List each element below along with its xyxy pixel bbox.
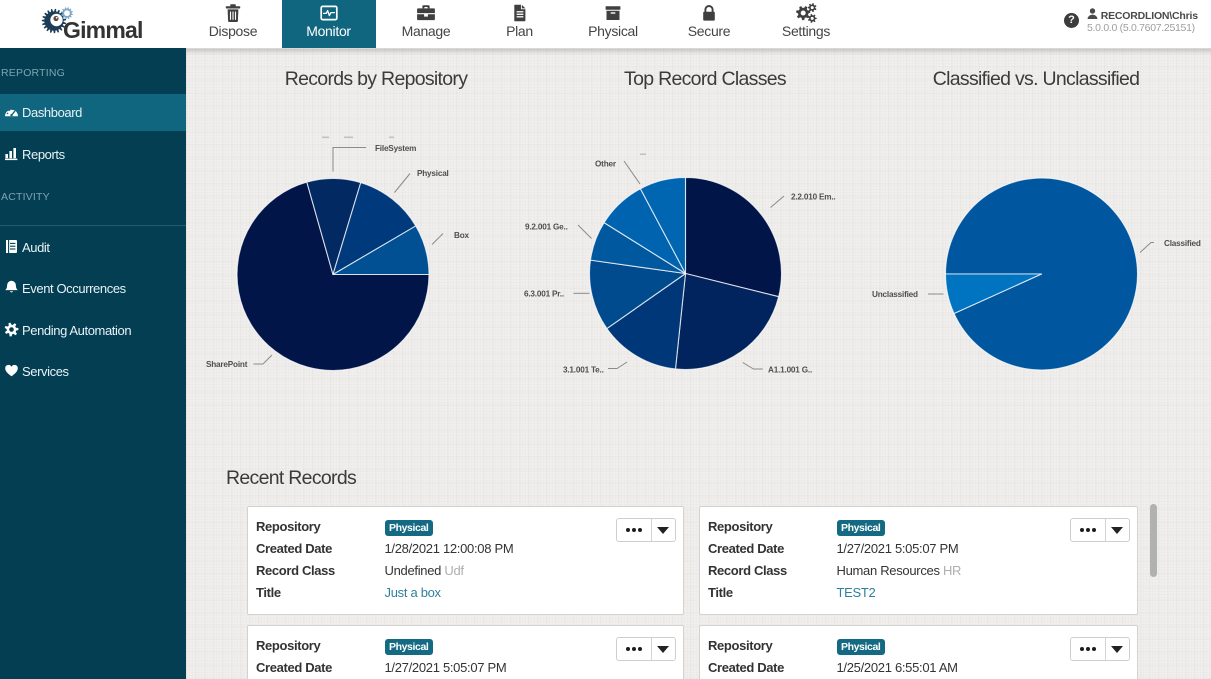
svg-text:Gimmal: Gimmal xyxy=(63,17,143,43)
svg-text:6.3.001 Pr..: 6.3.001 Pr.. xyxy=(524,290,564,299)
svg-text:9.2.001 Ge..: 9.2.001 Ge.. xyxy=(525,223,568,232)
svg-text:Classified: Classified xyxy=(1164,239,1201,248)
svg-text:Other: Other xyxy=(595,160,617,169)
svg-text:A1.1.001 G..: A1.1.001 G.. xyxy=(768,366,812,375)
svg-text:SharePoint: SharePoint xyxy=(206,360,248,369)
svg-text:3.1.001 Te..: 3.1.001 Te.. xyxy=(563,366,604,375)
svg-text:Unclassified: Unclassified xyxy=(872,290,918,299)
svg-text:2.2.010 Em..: 2.2.010 Em.. xyxy=(791,193,835,202)
svg-text:Physical: Physical xyxy=(417,169,449,178)
svg-text:FileSystem: FileSystem xyxy=(375,144,416,153)
svg-text:Box: Box xyxy=(454,231,470,240)
